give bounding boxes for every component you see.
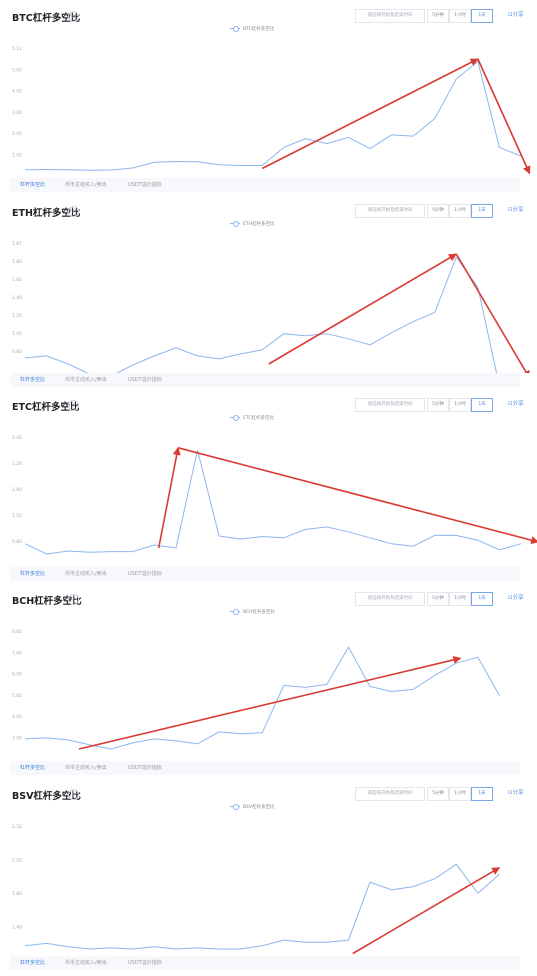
- y-tick-label: 6.00: [12, 672, 22, 678]
- trend-arrow: [79, 658, 461, 749]
- y-tick-label: 3.00: [12, 735, 22, 741]
- tab-item[interactable]: 币币主动买入/卖出: [65, 959, 107, 966]
- y-tick-label: 2.32: [12, 824, 22, 830]
- y-tick-label: 1.80: [12, 259, 22, 265]
- y-tick-label: 5.00: [12, 67, 22, 73]
- trend-arrow: [353, 868, 500, 954]
- y-tick-label: 4.00: [12, 714, 22, 720]
- y-tick-label: 2.20: [12, 461, 22, 467]
- y-tick-label: 2.42: [12, 435, 22, 441]
- line-chart: 2.42 2.20 1.80 1.50 0.80: [0, 397, 537, 567]
- tab-item[interactable]: USDT溢价指标: [128, 764, 162, 771]
- tab-item[interactable]: 杠杆多空比: [20, 959, 45, 966]
- y-tick-label: 0.80: [12, 539, 22, 545]
- indicator-tabs: 杠杆多空比 币币主动买入/卖出 USDT溢价指标: [10, 761, 520, 775]
- indicator-tabs: 杠杆多空比 币币主动买入/卖出 USDT溢价指标: [10, 567, 520, 581]
- trend-arrow: [262, 59, 478, 169]
- tab-item[interactable]: USDT溢价指标: [128, 959, 162, 966]
- line-chart: 8.00 7.00 6.00 5.00 4.00 3.00: [0, 591, 537, 761]
- tab-item[interactable]: 币币主动买入/卖出: [65, 570, 107, 577]
- y-tick-label: 1.50: [12, 513, 22, 519]
- y-tick-label: 1.20: [12, 313, 22, 319]
- series-line: [25, 647, 499, 749]
- trend-arrow: [269, 254, 457, 364]
- y-tick-label: 8.00: [12, 629, 22, 635]
- trend-arrow: [478, 59, 530, 174]
- indicator-tabs: 杠杆多空比 币币主动买入/卖出 USDT溢价指标: [10, 956, 520, 970]
- y-tick-label: 1.00: [12, 331, 22, 337]
- trend-arrow: [159, 448, 178, 548]
- tab-item[interactable]: 币币主动买入/卖出: [65, 764, 107, 771]
- series-line: [25, 864, 499, 949]
- y-tick-label: 1.87: [12, 241, 22, 247]
- y-tick-label: 2.20: [12, 857, 22, 863]
- tab-item[interactable]: USDT溢价指标: [128, 181, 162, 188]
- y-tick-label: 1.60: [12, 277, 22, 283]
- tab-item[interactable]: 杠杆多空比: [20, 764, 45, 771]
- y-tick-label: 1.40: [12, 924, 22, 930]
- tab-item[interactable]: 杠杆多空比: [20, 570, 45, 577]
- series-line: [25, 450, 521, 554]
- tab-item[interactable]: 杠杆多空比: [20, 376, 45, 383]
- y-tick-label: 1.80: [12, 891, 22, 897]
- tab-item[interactable]: USDT溢价指标: [128, 570, 162, 577]
- series-line: [25, 62, 521, 171]
- y-tick-label: 4.00: [12, 89, 22, 95]
- indicator-tabs: 杠杆多空比 币币主动买入/卖出 USDT溢价指标: [10, 373, 520, 387]
- trend-arrow: [178, 448, 537, 542]
- tab-item[interactable]: 币币主动买入/卖出: [65, 376, 107, 383]
- y-tick-label: 0.80: [12, 349, 22, 355]
- y-tick-label: 7.00: [12, 650, 22, 656]
- y-tick-label: 5.00: [12, 693, 22, 699]
- line-chart: 2.32 2.20 1.80 1.40: [0, 786, 537, 956]
- tab-item[interactable]: 币币主动买入/卖出: [65, 181, 107, 188]
- line-chart: 1.87 1.80 1.60 1.40 1.20 1.00 0.80: [0, 203, 537, 373]
- y-tick-label: 3.00: [12, 110, 22, 116]
- y-tick-label: 5.12: [12, 46, 22, 52]
- line-chart: 5.12 5.00 4.00 3.00 2.00 1.00: [0, 8, 537, 178]
- series-line: [25, 257, 499, 373]
- indicator-tabs: 杠杆多空比 币币主动买入/卖出 USDT溢价指标: [10, 178, 520, 192]
- y-tick-label: 1.40: [12, 295, 22, 301]
- y-tick-label: 1.00: [12, 152, 22, 158]
- tab-item[interactable]: USDT溢价指标: [128, 376, 162, 383]
- tab-item[interactable]: 杠杆多空比: [20, 181, 45, 188]
- y-tick-label: 1.80: [12, 487, 22, 493]
- y-tick-label: 2.00: [12, 131, 22, 137]
